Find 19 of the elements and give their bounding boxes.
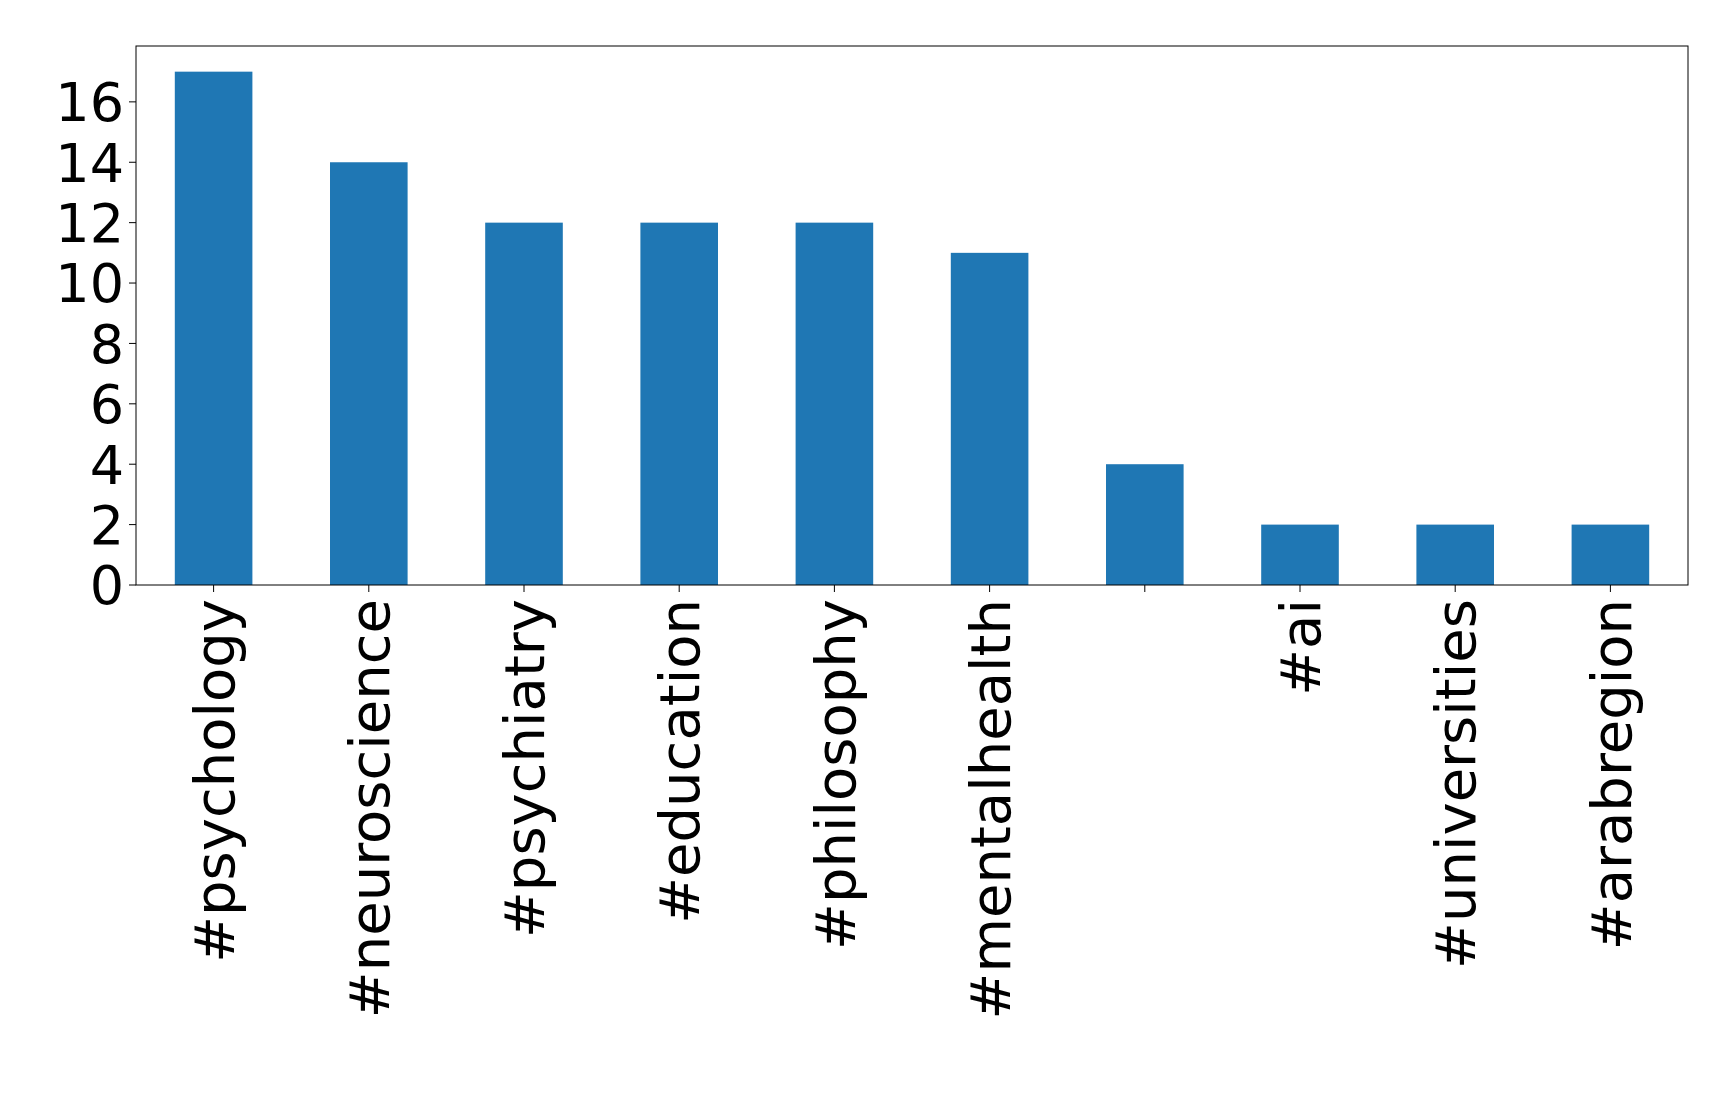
bar: [485, 222, 563, 585]
bar: [330, 162, 408, 585]
bar: [640, 222, 718, 585]
bar: [1106, 464, 1184, 585]
x-tick-label: #philosophy: [802, 599, 868, 950]
x-tick-label: #psychiatry: [492, 599, 558, 939]
x-tick-label: #ai: [1268, 599, 1334, 696]
x-tick-label: #psychology: [181, 599, 247, 963]
x-tick-label: #neuroscience: [336, 599, 402, 1019]
x-tick-label: #education: [647, 599, 713, 924]
x-tick-label: #universities: [1423, 599, 1489, 969]
x-tick-label: #mentalhealth: [957, 599, 1023, 1020]
bar: [1571, 524, 1650, 585]
bar: [1416, 524, 1494, 585]
bar: [1261, 524, 1339, 585]
bar: [174, 71, 253, 585]
bar: [795, 222, 874, 585]
x-tick-label: #arabregion: [1578, 599, 1644, 951]
bar: [950, 252, 1029, 585]
